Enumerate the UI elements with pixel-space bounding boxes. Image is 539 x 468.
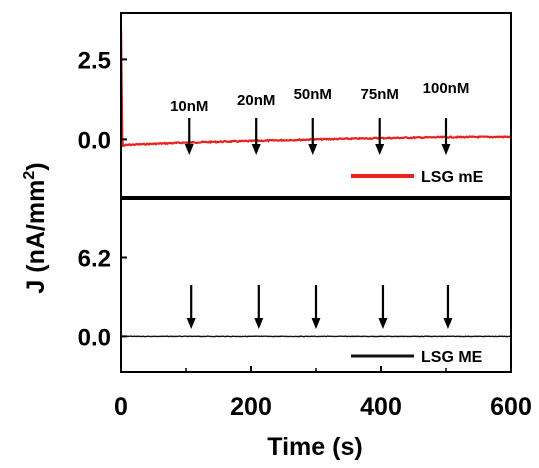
- bottom-arrow-head-4: [443, 318, 453, 329]
- y-axis-title: J (nA/mm2): [21, 162, 50, 293]
- y-axis-title-close: ): [22, 162, 50, 170]
- top-arrow-label-1: 20nM: [237, 92, 275, 109]
- top-panel: 2.5 0.0 10nM 20nM 50nM 75nM 100nM LSG mE: [78, 27, 511, 186]
- top-arrow-label-2: 50nM: [294, 86, 332, 103]
- top-frame: [120, 12, 512, 198]
- top-annotations: 10nM 20nM 50nM 75nM 100nM: [170, 80, 469, 155]
- top-arrow-head-1: [251, 144, 261, 155]
- y-axis-title-main: J (nA/mm: [22, 180, 50, 294]
- y-axis-title-superscript: 2: [21, 171, 38, 180]
- bottom-arrow-head-3: [378, 318, 388, 329]
- bottom-y-tick-label-0: 6.2: [78, 246, 111, 273]
- bottom-arrow-head-2: [311, 318, 321, 329]
- bottom-legend: LSG ME: [351, 349, 483, 366]
- bottom-panel: 6.2 0.0 LSG ME: [78, 246, 511, 366]
- bottom-arrow-head-0: [186, 318, 196, 329]
- bottom-legend-label: LSG ME: [421, 349, 483, 366]
- top-y-tick-label-1: 0.0: [78, 127, 111, 154]
- top-arrow-label-4: 100nM: [423, 80, 470, 97]
- top-legend: LSG mE: [351, 169, 484, 186]
- bottom-series-line-0: [121, 335, 511, 338]
- x-axis-title: Time (s): [267, 433, 362, 461]
- bottom-arrow-head-1: [254, 318, 264, 329]
- bottom-y-ticks: 6.2 0.0: [78, 246, 127, 351]
- top-arrow-head-0: [184, 144, 194, 155]
- top-arrow-label-3: 75nM: [361, 86, 399, 103]
- top-arrow-head-3: [375, 144, 385, 155]
- bottom-annotations: [186, 285, 453, 329]
- top-arrow-head-4: [441, 144, 451, 155]
- x-tick-label-0: 0: [114, 393, 128, 421]
- top-legend-label: LSG mE: [421, 169, 484, 186]
- x-axis: 0 200 400 600: [114, 366, 532, 421]
- x-tick-label-3: 600: [490, 393, 532, 421]
- top-y-ticks: 2.5 0.0: [78, 47, 127, 154]
- bottom-y-tick-label-1: 0.0: [78, 324, 111, 351]
- bottom-plot-area: [121, 335, 511, 338]
- x-tick-label-2: 400: [360, 393, 402, 421]
- x-tick-label-1: 200: [230, 393, 272, 421]
- top-arrow-label-0: 10nM: [170, 98, 208, 115]
- top-arrow-head-2: [308, 144, 318, 155]
- top-y-tick-label-0: 2.5: [78, 47, 111, 74]
